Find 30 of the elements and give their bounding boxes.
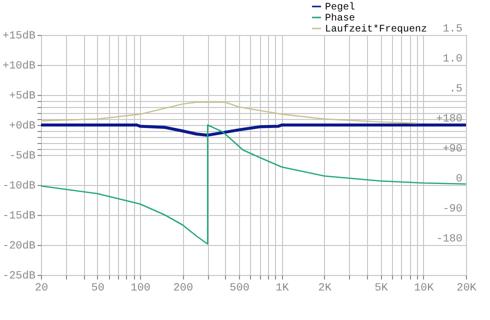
x-tick-label: 50 <box>91 282 104 294</box>
legend-label: Laufzeit*Frequenz <box>325 24 428 36</box>
y2-tick-label: -90 <box>442 204 462 216</box>
x-tick-label: 1K <box>276 282 290 294</box>
y-tick-label: -5dB <box>9 150 36 162</box>
y2-tick-label: 0 <box>456 174 462 186</box>
x-tick-label: 2K <box>318 282 332 294</box>
legend-label: Phase <box>325 12 356 24</box>
y-tick-label: -20dB <box>2 240 36 252</box>
y-tick-label: -25dB <box>2 270 36 282</box>
y2-tick-label: -180 <box>436 234 462 246</box>
y2-tick-label: +90 <box>442 144 462 156</box>
y3-tick-label: .5 <box>449 84 462 96</box>
y-tick-label: +5dB <box>9 90 36 102</box>
y-tick-label: +10dB <box>2 60 36 72</box>
x-tick-label: 20K <box>456 282 477 294</box>
x-tick-label: 100 <box>130 282 150 294</box>
y-tick-label: +15dB <box>2 30 36 42</box>
x-tick-label: 10K <box>414 282 434 294</box>
x-tick-label: 500 <box>230 282 250 294</box>
x-tick-label: 200 <box>173 282 194 294</box>
y3-tick-label: 1.0 <box>442 54 462 66</box>
y-tick-label: -15dB <box>2 210 36 222</box>
legend-label: Pegel <box>325 2 356 14</box>
y2-tick-label: +180 <box>436 114 462 126</box>
y3-tick-label: 1.5 <box>442 24 462 36</box>
y-tick-label: -10dB <box>2 180 36 192</box>
x-tick-label: 20 <box>34 282 48 294</box>
y-tick-label: +0dB <box>9 120 36 132</box>
x-tick-label: 5K <box>374 282 388 294</box>
